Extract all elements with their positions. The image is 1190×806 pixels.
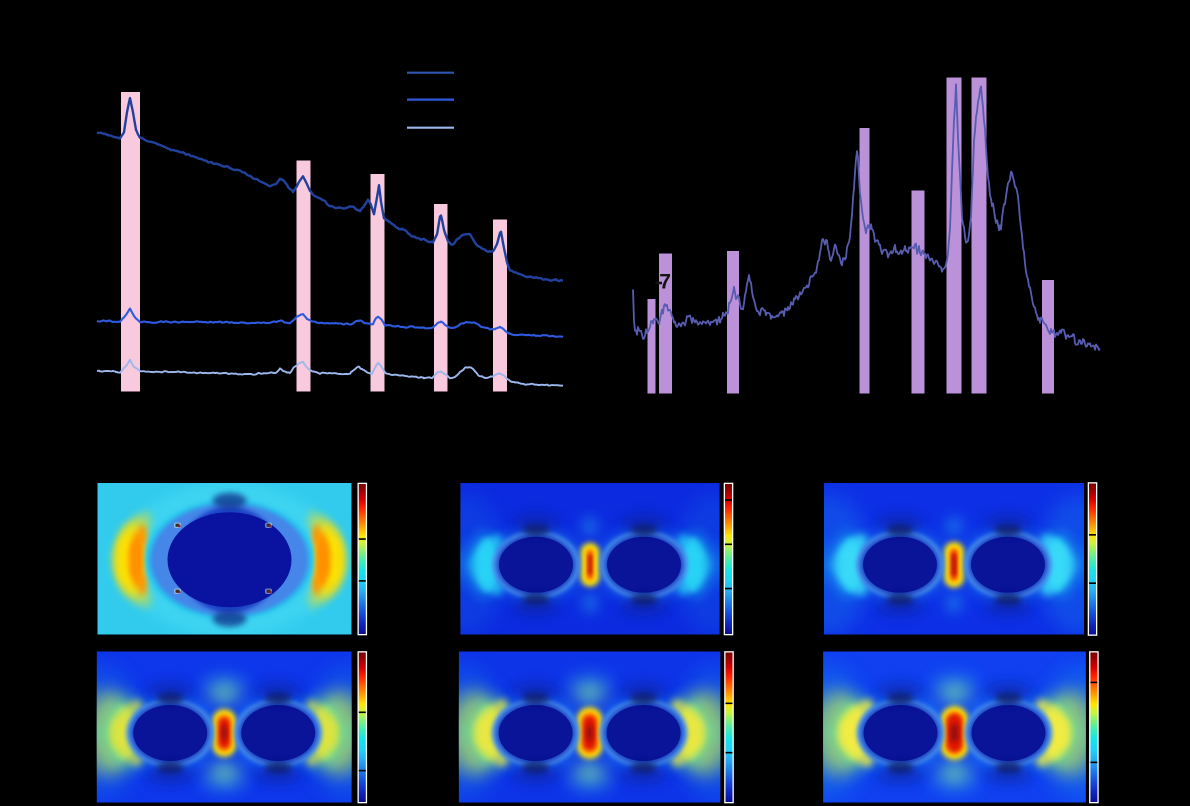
svg-text:7: 7 — [659, 270, 671, 293]
